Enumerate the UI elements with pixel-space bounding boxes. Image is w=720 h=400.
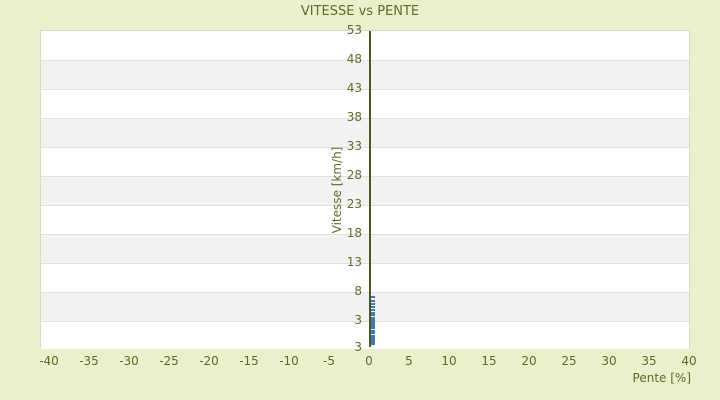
data-point [371,326,375,329]
data-point [371,296,375,299]
x-tick-label: 35 [641,354,657,368]
y-tick-label: 53 [346,23,362,37]
data-point [371,318,375,321]
x-tick-label: 0 [365,354,373,368]
plot-band [41,89,689,118]
data-point [371,314,375,317]
x-tick-label: -40 [39,354,59,368]
y-tick-label: 33 [346,139,362,153]
y-tick-label: 43 [346,81,362,95]
plot-band [41,292,689,321]
chart-title: VITESSE vs PENTE [300,4,420,19]
x-tick-label: 15 [481,354,497,368]
gridline [41,205,689,206]
x-tick-label: 5 [405,354,413,368]
gridline [41,263,689,264]
plot-band [41,176,689,205]
y-tick-label: 3 [354,313,362,327]
data-point [371,316,375,319]
data-point [371,324,375,327]
x-tick-label: 25 [561,354,577,368]
y-tick-label: 48 [346,52,362,66]
plot-band [41,263,689,292]
y-axis-zero-line [369,31,371,347]
y-tick-label: 28 [346,168,362,182]
gridline [41,118,689,119]
gridline [41,321,689,322]
y-tick-label: 18 [346,226,362,240]
data-point [371,334,375,337]
x-tick-label: -15 [239,354,259,368]
x-tick-label: -5 [323,354,335,368]
data-point [371,336,375,339]
plot-band [41,31,689,60]
data-point [371,342,375,345]
gridline [41,234,689,235]
data-point [371,306,375,309]
y-tick-label: 23 [346,197,362,211]
plot-band [41,118,689,147]
data-point [371,312,375,315]
data-point [371,338,375,341]
plot-band [41,60,689,89]
x-tick-label: -35 [79,354,99,368]
data-point [371,320,375,323]
x-tick-label: 30 [601,354,617,368]
plot-band [41,205,689,234]
y-tick-label: 8 [354,284,362,298]
data-point [371,300,375,303]
data-point [371,332,375,335]
data-point [371,308,375,311]
y-axis-title: Vitesse [km/h] [330,146,344,234]
gridline [41,89,689,90]
plot-band [41,234,689,263]
gridline [41,60,689,61]
x-tick-label: 20 [521,354,537,368]
data-point [371,340,375,343]
data-point [371,303,375,306]
y-tick-label: 38 [346,110,362,124]
data-point [371,330,375,333]
x-tick-label: -25 [159,354,179,368]
data-point [371,322,375,325]
x-axis-title: Pente [%] [632,371,691,385]
x-tick-label: 40 [681,354,697,368]
x-tick-label: -20 [199,354,219,368]
y-tick-label: 13 [346,255,362,269]
gridline [41,147,689,148]
x-tick-label: -30 [119,354,139,368]
plot-band [41,147,689,176]
plot-area [40,30,690,349]
x-tick-label: -10 [279,354,299,368]
gridline [41,176,689,177]
plot-band [41,321,689,349]
gridline [41,292,689,293]
y-axis-edge-label: 3 [354,340,362,354]
x-tick-label: 10 [441,354,457,368]
